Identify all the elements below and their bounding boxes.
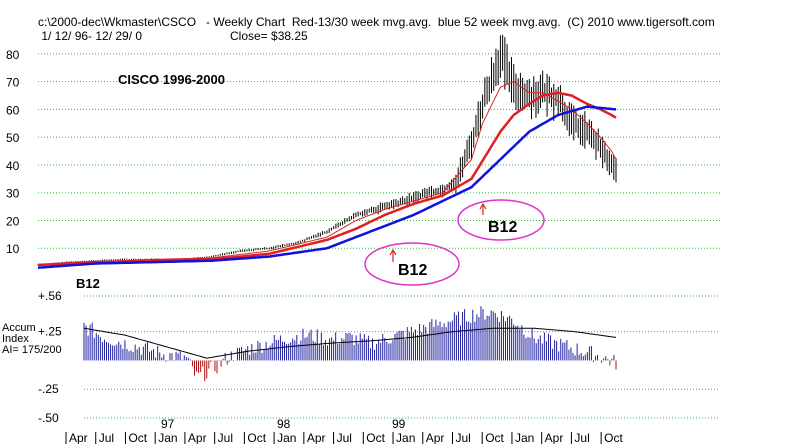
x-axis-month-label: Apr (545, 431, 564, 444)
chart-header-line1: c:\2000-dec\Wkmaster\CSCO - Weekly Chart… (38, 15, 715, 29)
x-axis-month-label: Apr (426, 431, 445, 444)
x-axis-month-label: Jan (158, 431, 177, 444)
accum-y-tick-label: -.50 (38, 411, 59, 425)
accum-index-label: Index (2, 333, 29, 345)
x-axis-month-label: Oct (604, 431, 623, 444)
chart-header-close: Close= $38.25 (230, 29, 308, 43)
x-axis-month-label: Oct (247, 431, 266, 444)
b12-signal-circle (364, 242, 460, 286)
x-axis-year-label: 98 (277, 417, 291, 431)
b12-arrowhead (479, 202, 487, 210)
price-y-tick-label: 30 (6, 187, 20, 201)
price-y-tick-label: 10 (6, 242, 20, 256)
ma52-line (37, 105, 617, 269)
chart-header-date-range: 1/ 12/ 96- 12/ 29/ 0 (38, 29, 143, 43)
x-axis-month-label: Jul (99, 431, 114, 444)
price-y-tick-label: 40 (6, 159, 20, 173)
price-y-tick-label: 60 (6, 103, 20, 117)
accum-y-tick-label: +.25 (38, 325, 62, 339)
price-y-tick-label: 80 (6, 48, 20, 62)
price-y-tick-label: 20 (6, 214, 20, 228)
price-chart-title: CISCO 1996-2000 (118, 72, 225, 87)
accum-index-label: AI= 175/200 (2, 344, 62, 356)
x-axis-month-label: Jul (455, 431, 470, 444)
x-axis-month-label: Jul (218, 431, 233, 444)
price-y-tick-label: 70 (6, 76, 20, 90)
x-axis-year-label: 97 (161, 417, 175, 431)
accum-y-tick-label: -.25 (38, 382, 59, 396)
x-axis-year-label: 99 (392, 417, 406, 431)
price-y-tick-label: 50 (6, 131, 20, 145)
accum-index-label: Accum (2, 322, 36, 334)
b12-label: B12 (76, 276, 100, 291)
b12-label: B12 (398, 262, 427, 279)
x-axis-month-label: Jan (396, 431, 415, 444)
x-axis-month-label: Apr (188, 431, 207, 444)
x-axis-month-label: Jul (337, 431, 352, 444)
x-axis-month-label: Oct (485, 431, 504, 444)
x-axis-month-label: Jul (574, 431, 589, 444)
x-axis-month-label: Jan (277, 431, 296, 444)
accum-ma-line (83, 327, 617, 359)
x-axis-month-label: Apr (69, 431, 88, 444)
x-axis-month-label: Apr (307, 431, 326, 444)
accum-y-tick-label: +.56 (38, 289, 62, 303)
x-axis-month-label: Jan (515, 431, 534, 444)
b12-arrowhead (389, 248, 397, 256)
x-axis-month-label: Oct (366, 431, 385, 444)
x-axis-month-label: Oct (128, 431, 147, 444)
b12-signal-circle (457, 199, 545, 241)
b12-label: B12 (488, 219, 517, 236)
ma30-line (37, 91, 617, 267)
